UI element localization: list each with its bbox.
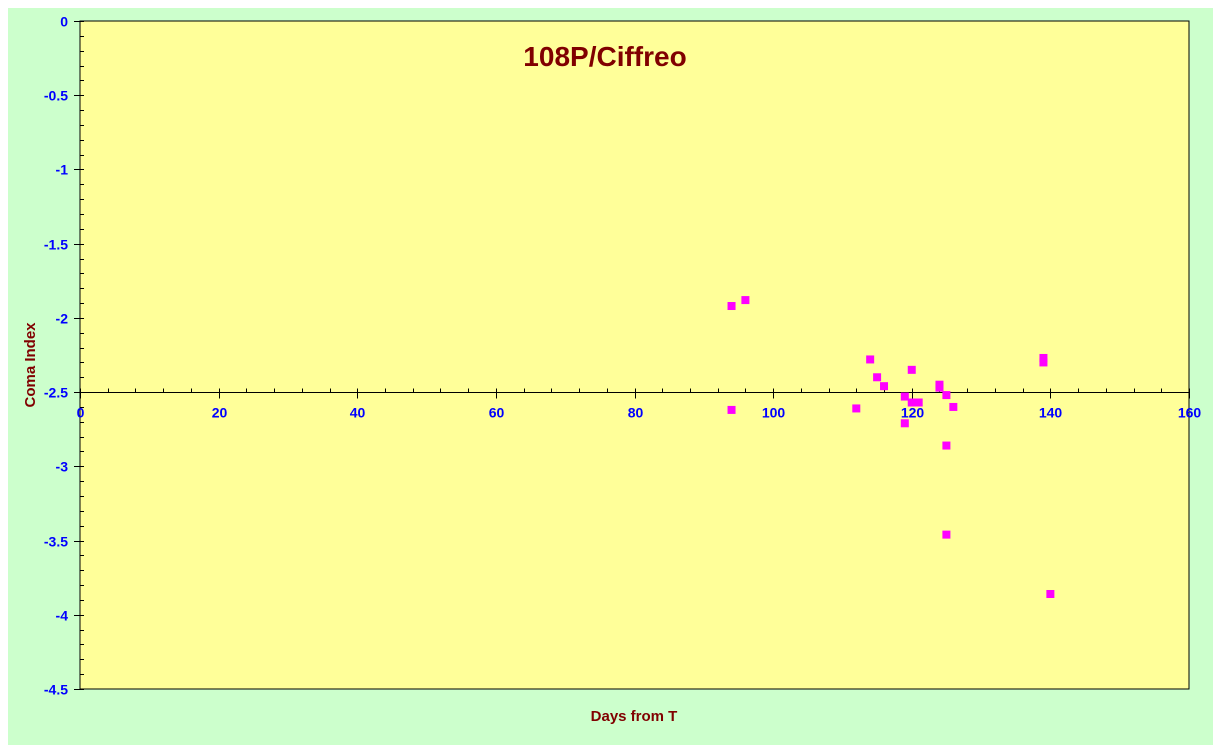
- chart-title: 108P/Ciffreo: [523, 41, 686, 72]
- x-axis-title: Days from T: [591, 708, 678, 725]
- y-tick-label: -1.5: [44, 237, 68, 253]
- x-tick-label: 140: [1039, 405, 1063, 421]
- data-point: [907, 365, 916, 374]
- y-tick-label: -2.5: [44, 385, 68, 401]
- x-tick-label: 60: [489, 405, 505, 421]
- data-point: [880, 382, 889, 391]
- y-tick-label: -0.5: [44, 88, 68, 104]
- x-axis: 0 20 40 60 80 100 120 140 160: [77, 388, 1202, 421]
- data-point: [1039, 353, 1048, 362]
- data-point: [942, 441, 951, 450]
- data-point: [727, 405, 736, 414]
- y-tick-label: -3: [56, 459, 69, 475]
- scatter-chart: 0 -0.5 -1 -1.5 -2 -2.5 -3 -3.5 -4 -4.5 0 20 40 60 80 1…: [22, 14, 1202, 726]
- y-tick-label: 0: [60, 14, 68, 30]
- y-tick-label: -1: [56, 162, 69, 178]
- data-point: [942, 391, 951, 400]
- data-point: [900, 392, 909, 401]
- y-tick-label: -4: [56, 608, 69, 624]
- data-point: [942, 530, 951, 539]
- x-tick-label: 100: [762, 405, 786, 421]
- data-point: [907, 398, 916, 407]
- data-point: [914, 398, 923, 407]
- y-axis-title: Coma Index: [22, 322, 39, 408]
- data-point: [935, 380, 944, 389]
- x-tick-label: 40: [350, 405, 366, 421]
- data-point: [741, 296, 750, 305]
- data-point: [1046, 589, 1055, 598]
- data-point: [873, 373, 882, 382]
- plot-area: [79, 20, 1190, 690]
- x-tick-label: 160: [1178, 405, 1202, 421]
- data-point: [1039, 358, 1048, 367]
- data-point: [866, 355, 875, 364]
- data-points: [727, 296, 1055, 598]
- data-point: [949, 402, 958, 411]
- y-tick-label: -4.5: [44, 682, 68, 698]
- y-axis: 0 -0.5 -1 -1.5 -2 -2.5 -3 -3.5 -4 -4.5: [44, 14, 84, 698]
- x-tick-label: 120: [901, 405, 925, 421]
- data-point: [852, 404, 861, 413]
- x-tick-label: 80: [628, 405, 644, 421]
- y-tick-label: -3.5: [44, 534, 68, 550]
- chart-area: 0 -0.5 -1 -1.5 -2 -2.5 -3 -3.5 -4 -4.5 0 20 40 60 80 1…: [8, 8, 1213, 745]
- y-tick-label: -2: [56, 311, 69, 327]
- data-point: [727, 302, 736, 311]
- x-tick-label: 0: [77, 405, 85, 421]
- data-point: [900, 419, 909, 428]
- x-tick-label: 20: [212, 405, 228, 421]
